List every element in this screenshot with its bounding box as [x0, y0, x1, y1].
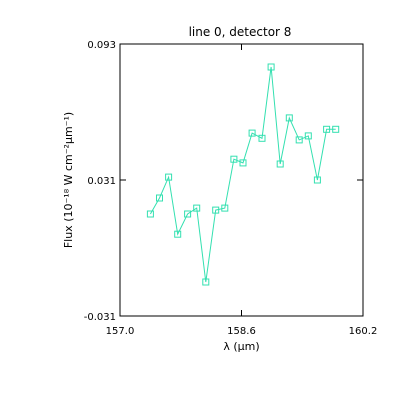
chart-title: line 0, detector 8 — [189, 25, 292, 39]
data-point — [295, 136, 303, 144]
data-point — [156, 194, 163, 202]
data-point — [239, 159, 247, 167]
data-point — [146, 210, 154, 218]
data-point — [230, 155, 238, 163]
y-ticks — [120, 43, 363, 317]
data-point — [212, 206, 220, 214]
x-tick-label: 157.0 — [106, 326, 135, 337]
series-layer — [146, 63, 340, 286]
plot-frame — [119, 43, 364, 317]
y-tick-label: 0.093 — [87, 40, 116, 51]
data-point — [285, 114, 293, 122]
x-axis-title: λ (μm) — [223, 340, 259, 353]
data-point — [304, 132, 312, 140]
series-line — [149, 66, 336, 283]
y-tick-label: -0.031 — [84, 312, 116, 323]
data-point — [276, 160, 284, 168]
data-point — [248, 129, 256, 137]
x-tick-label: 160.2 — [349, 326, 378, 337]
data-point — [193, 204, 201, 212]
data-point — [332, 125, 340, 133]
data-point — [221, 204, 229, 212]
data-point — [184, 210, 192, 218]
data-point — [165, 173, 173, 181]
data-point — [174, 230, 182, 238]
data-point — [267, 63, 275, 71]
data-point — [202, 278, 210, 286]
x-ticks — [119, 44, 364, 316]
data-point — [258, 134, 266, 142]
data-point — [313, 176, 321, 184]
y-tick-label: 0.031 — [87, 176, 116, 187]
x-tick-label: 158.6 — [227, 326, 256, 337]
y-axis-title: Flux (10⁻¹⁸ W cm⁻²μm⁻¹) — [62, 112, 75, 248]
data-point — [323, 125, 331, 133]
